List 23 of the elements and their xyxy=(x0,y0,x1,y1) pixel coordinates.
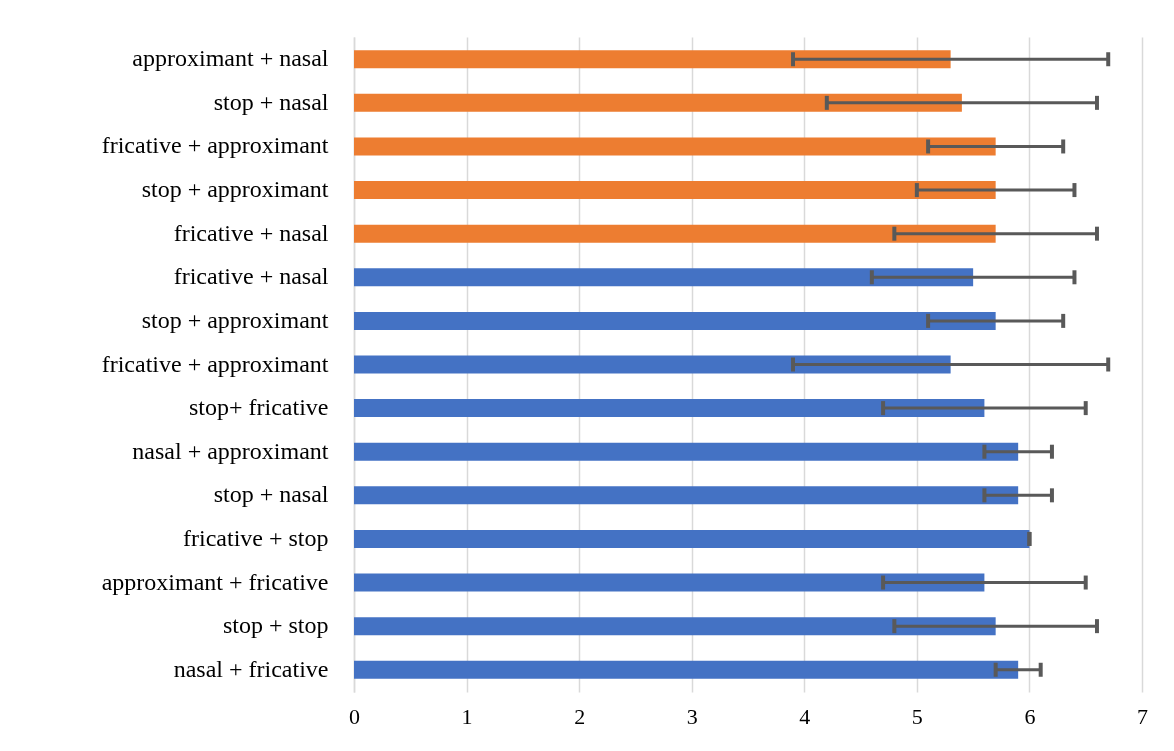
y-tick-label: stop + approximant xyxy=(141,176,329,203)
y-tick-label: stop + nasal xyxy=(213,481,329,508)
x-tick-label: 5 xyxy=(911,703,923,729)
y-tick-label: fricative + stop xyxy=(183,524,329,551)
x-tick-label: 6 xyxy=(1024,703,1036,729)
x-tick-label: 4 xyxy=(799,703,811,729)
y-tick-label: fricative + nasal xyxy=(173,263,329,290)
y-tick-label: approximant + fricative xyxy=(101,568,329,595)
y-tick-label: stop + approximant xyxy=(141,306,329,333)
y-tick-label: nasal + fricative xyxy=(173,655,329,682)
x-tick-label: 1 xyxy=(461,703,473,729)
x-tick-label: 2 xyxy=(574,703,586,729)
x-tick-label: 7 xyxy=(1137,703,1148,729)
y-tick-label: nasal + approximant xyxy=(132,437,329,464)
x-tick-label: 3 xyxy=(686,703,698,729)
y-tick-label: stop + nasal xyxy=(213,88,329,115)
y-tick-label: stop+ fricative xyxy=(189,394,329,421)
y-tick-label: approximant + nasal xyxy=(132,45,329,72)
y-tick-label: stop + stop xyxy=(222,612,329,639)
y-tick-label: fricative + approximant xyxy=(101,132,329,159)
x-tick-label: 0 xyxy=(349,703,360,729)
y-tick-label: fricative + approximant xyxy=(101,350,329,377)
y-tick-label: fricative + nasal xyxy=(173,219,329,246)
